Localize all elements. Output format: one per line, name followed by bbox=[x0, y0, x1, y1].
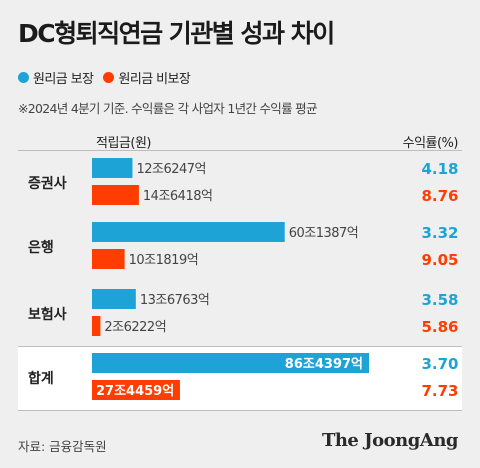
data-label: 13조6763억 bbox=[140, 293, 210, 308]
rate-label: 3.58 bbox=[421, 291, 458, 309]
total-bottom-divider bbox=[18, 410, 462, 411]
amount-column-header: 적립금(원) bbox=[96, 136, 151, 151]
legend-dot-non-guaranteed bbox=[103, 72, 115, 83]
data-label: 14조6418억 bbox=[143, 189, 213, 204]
bar bbox=[92, 316, 101, 336]
bar bbox=[92, 222, 285, 242]
chart-title: DC형퇴직연금 기관별 성과 차이 bbox=[18, 19, 335, 48]
bar bbox=[92, 380, 180, 400]
category-label: 합계 bbox=[28, 370, 54, 387]
category-label: 증권사 bbox=[28, 176, 67, 192]
rate-label: 5.86 bbox=[421, 318, 458, 336]
rate-label: 3.32 bbox=[421, 224, 458, 242]
bar bbox=[92, 158, 133, 178]
rate-label: 7.73 bbox=[421, 382, 458, 400]
footnote: ※2024년 4분기 기준. 수익률은 각 사업자 1년간 수익률 평균 bbox=[18, 101, 317, 116]
category-label: 은행 bbox=[28, 240, 54, 256]
legend-item-non-guaranteed: 원리금 비보장 bbox=[103, 68, 191, 87]
rate-label: 9.05 bbox=[421, 251, 458, 269]
legend-label-guaranteed: 원리금 보장 bbox=[33, 72, 94, 87]
legend-dot-guaranteed bbox=[18, 72, 29, 83]
header-divider bbox=[18, 150, 462, 151]
data-label: 60조1387억 bbox=[289, 226, 359, 241]
category-label: 보험사 bbox=[28, 306, 67, 323]
bar bbox=[92, 353, 369, 373]
data-label: 10조1819억 bbox=[129, 253, 199, 268]
source-note: 자료: 금융감독원 bbox=[18, 439, 107, 454]
legend: 원리금 보장 원리금 비보장 bbox=[18, 68, 196, 87]
data-label: 12조6247억 bbox=[136, 162, 206, 177]
total-top-divider bbox=[18, 346, 462, 347]
rate-label: 8.76 bbox=[421, 187, 458, 205]
rate-column-header: 수익률(%) bbox=[402, 136, 459, 151]
rate-label: 3.70 bbox=[421, 355, 458, 373]
legend-label-non-guaranteed: 원리금 비보장 bbox=[118, 72, 191, 87]
data-label: 2조6222억 bbox=[104, 320, 166, 335]
bar bbox=[92, 185, 139, 205]
bar bbox=[92, 249, 125, 269]
data-label: 27조4459억 bbox=[96, 384, 174, 399]
legend-item-guaranteed: 원리금 보장 bbox=[18, 68, 94, 87]
bar bbox=[92, 289, 136, 309]
rate-label: 4.18 bbox=[421, 160, 458, 178]
data-label: 86조4397억 bbox=[285, 357, 363, 372]
publisher-logo: The JoongAng bbox=[321, 430, 459, 451]
